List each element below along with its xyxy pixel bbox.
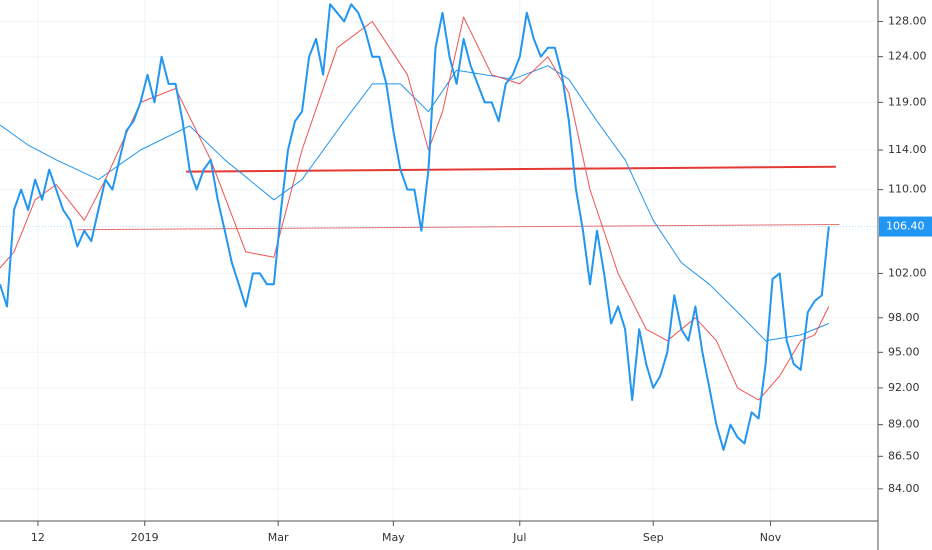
series-line bbox=[0, 65, 829, 342]
y-tick-label: 86.50 bbox=[888, 449, 920, 462]
x-tick-label: Nov bbox=[760, 531, 782, 544]
y-tick-label: 95.00 bbox=[888, 345, 920, 358]
y-tick-label: 114.00 bbox=[888, 143, 927, 156]
trend-line bbox=[77, 224, 840, 231]
last-price-label: 106.40 bbox=[886, 220, 925, 233]
x-tick-label: Jul bbox=[512, 531, 526, 544]
x-tick-label: Mar bbox=[268, 531, 289, 544]
y-tick-label: 84.00 bbox=[888, 482, 920, 495]
x-tick-label: May bbox=[382, 531, 405, 544]
series-line bbox=[0, 3, 830, 451]
x-tick-label: 12 bbox=[31, 531, 45, 544]
y-tick-label: 119.00 bbox=[888, 95, 927, 108]
y-tick-label: 110.00 bbox=[888, 183, 927, 196]
y-tick-label: 89.00 bbox=[888, 418, 920, 431]
y-tick-label: 92.00 bbox=[888, 381, 920, 394]
trend-line bbox=[186, 165, 836, 173]
y-tick-label: 98.00 bbox=[888, 311, 920, 324]
x-tick-label: 2019 bbox=[131, 531, 159, 544]
y-tick-label: 128.00 bbox=[888, 14, 927, 27]
y-tick-label: 102.00 bbox=[888, 266, 927, 279]
y-tick-label: 124.00 bbox=[888, 50, 927, 63]
last-price-box bbox=[879, 216, 932, 237]
x-tick-label: Sep bbox=[643, 531, 664, 544]
